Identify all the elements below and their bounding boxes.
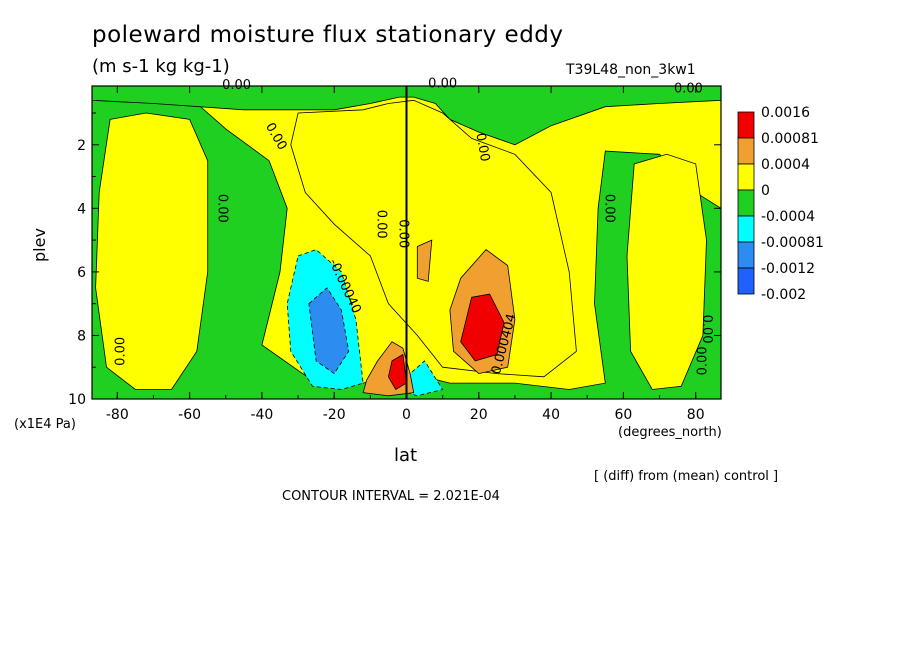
contour-region-cyan-6	[406, 360, 444, 397]
x-axis: -80 -60 -40 -20 0 20 40 60 80	[106, 86, 705, 423]
legend-label: 0.0016	[761, 105, 810, 121]
contour-label: 0.00	[215, 194, 230, 223]
contour-label: 0.00	[699, 315, 714, 344]
contour-label: 0.00	[395, 219, 410, 248]
legend-swatch	[737, 111, 755, 139]
legend-swatch	[737, 163, 755, 191]
y-axis-units: (x1E4 Pa)	[14, 417, 76, 432]
x-tick-label: 40	[542, 407, 560, 423]
legend-label: -0.0012	[761, 261, 815, 277]
x-tick-label: 20	[470, 407, 488, 423]
legend-label: 0.0004	[761, 157, 810, 173]
x-tick-label: 0	[402, 407, 411, 423]
legend-label: -0.0004	[761, 209, 815, 225]
y-tick-label: 8	[77, 328, 86, 344]
legend-swatch	[737, 137, 755, 165]
contour-region-yellow-2	[95, 112, 209, 390]
contour-region-orange-10	[416, 239, 433, 282]
contour-label: 0.00	[472, 132, 492, 163]
chart-title: poleward moisture flux stationary eddy	[92, 22, 564, 48]
x-tick-label: -40	[250, 407, 273, 423]
y-axis-label: plev	[30, 228, 49, 262]
legend-label: 0	[761, 183, 770, 199]
contour-label: 0.00	[428, 77, 457, 92]
x-tick-label: -60	[178, 407, 201, 423]
contour-fill-regions	[92, 86, 721, 399]
y-tick-label: 2	[77, 138, 86, 154]
legend-label: 0.00081	[761, 131, 819, 147]
contour-label: 0.00	[674, 81, 703, 96]
legend-swatch	[737, 215, 755, 243]
contour-region-blue-7	[308, 287, 350, 375]
contour-label: 0.00	[696, 346, 711, 375]
legend-swatch	[737, 189, 755, 217]
contour-interval: CONTOUR INTERVAL = 2.021E-04	[282, 489, 500, 504]
legend-label: -0.002	[761, 287, 806, 303]
x-tick-label: 80	[687, 407, 705, 423]
y-tick-label: 4	[77, 201, 86, 217]
y-tick-label: 10	[68, 392, 86, 408]
colorbar-legend: 0.0016 0.00081 0.0004 0 -0.0004 -0.00081 -0.00…	[737, 105, 824, 303]
contour-label: 0.00	[601, 194, 616, 223]
contour-label: 0.00	[374, 210, 389, 239]
contour-region-red-11	[460, 293, 505, 362]
x-axis-label: lat	[394, 445, 418, 466]
diff-note: [ (diff) from (mean) control ]	[594, 469, 779, 484]
legend-label: -0.00081	[761, 235, 824, 251]
x-tick-label: 60	[614, 407, 632, 423]
x-tick-label: -80	[106, 407, 129, 423]
contour-label: 0.00	[114, 337, 129, 366]
run-label: T39L48_non_3kw1	[566, 62, 696, 78]
contour-region-green-1	[92, 86, 721, 146]
contour-region-yellow-3	[626, 153, 707, 390]
y-axis: 2 4 6 8 10	[68, 112, 721, 408]
y-tick-label: 6	[77, 265, 86, 281]
chart-units-subtitle: (m s-1 kg kg-1)	[92, 56, 230, 77]
x-tick-label: -20	[323, 407, 346, 423]
legend-swatch	[737, 267, 755, 295]
legend-swatch	[737, 241, 755, 269]
contour-region-red-12	[387, 353, 407, 391]
x-axis-units: (degrees_north)	[618, 425, 722, 440]
